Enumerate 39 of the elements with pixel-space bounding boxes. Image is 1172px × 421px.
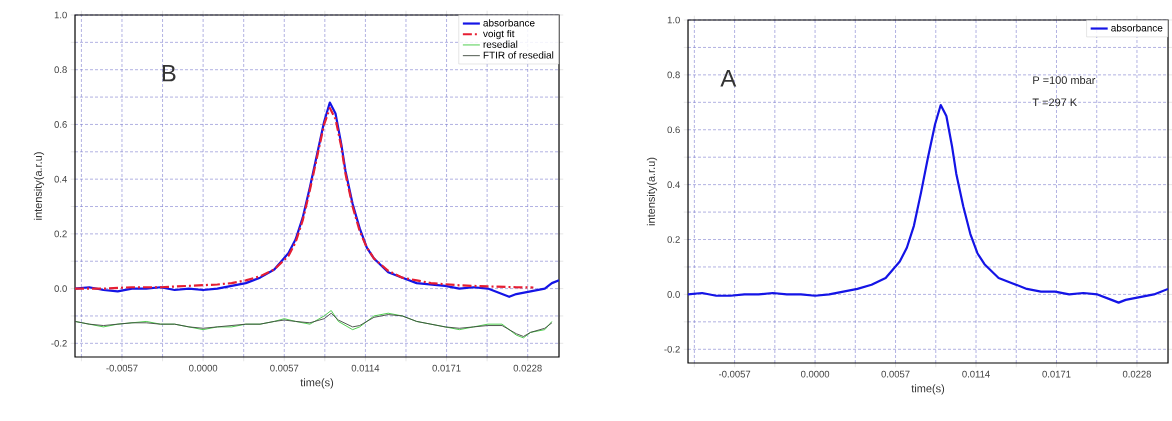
y-axis-title: intensity(a.r.u) [33, 152, 45, 220]
y-tick-label: 0.4 [667, 181, 680, 188]
y-tick-label: 0.0 [54, 285, 67, 292]
y-axis-title: intensity(a.r.u) [646, 157, 658, 226]
legend-label: FTIR of resedial [483, 51, 554, 59]
legend-label: voigt fit [482, 29, 515, 40]
x-tick-label: 0.0171 [1042, 370, 1071, 378]
y-tick-label: 1.0 [54, 11, 67, 19]
y-tick-label: 0.8 [667, 71, 680, 79]
x-tick-label: 0.0228 [513, 364, 542, 372]
x-tick-label: 0.0057 [270, 364, 299, 372]
x-tick-label: -0.0057 [106, 364, 138, 372]
x-tick-label: 0.0057 [881, 370, 910, 378]
x-tick-label: 0.0228 [1122, 370, 1152, 378]
x-tick-label: 0.0000 [189, 364, 218, 372]
y-tick-label: 0.4 [54, 175, 67, 183]
y-tick-label: 0.6 [54, 121, 67, 128]
y-tick-label: -0.2 [51, 339, 67, 347]
x-axis-title: time(s) [300, 378, 334, 389]
y-tick-label: 0.8 [54, 66, 67, 74]
annotation: B [162, 64, 176, 82]
x-tick-label: 0.0000 [800, 370, 830, 378]
x-tick-label: 0.0114 [962, 370, 990, 378]
y-tick-label: -0.2 [664, 345, 680, 353]
legend-label: resedial [483, 40, 518, 48]
annotation: A [720, 70, 737, 87]
y-tick-label: 0.2 [54, 230, 67, 238]
y-tick-label: 0.6 [667, 126, 680, 134]
x-tick-label: -0.0057 [718, 370, 751, 378]
legend-label: absorbance [1111, 24, 1163, 32]
y-tick-label: 0.2 [667, 236, 680, 243]
y-tick-label: 1.0 [667, 16, 680, 24]
x-tick-label: 0.0114 [351, 364, 380, 372]
legend-label: absorbance [483, 19, 535, 27]
annotation: T =297 K [1032, 98, 1077, 107]
x-tick-label: 0.0171 [432, 364, 461, 372]
x-axis-title: time(s) [911, 384, 945, 395]
annotation: P =100 mbar [1033, 76, 1096, 85]
y-tick-label: 0.0 [667, 291, 680, 298]
